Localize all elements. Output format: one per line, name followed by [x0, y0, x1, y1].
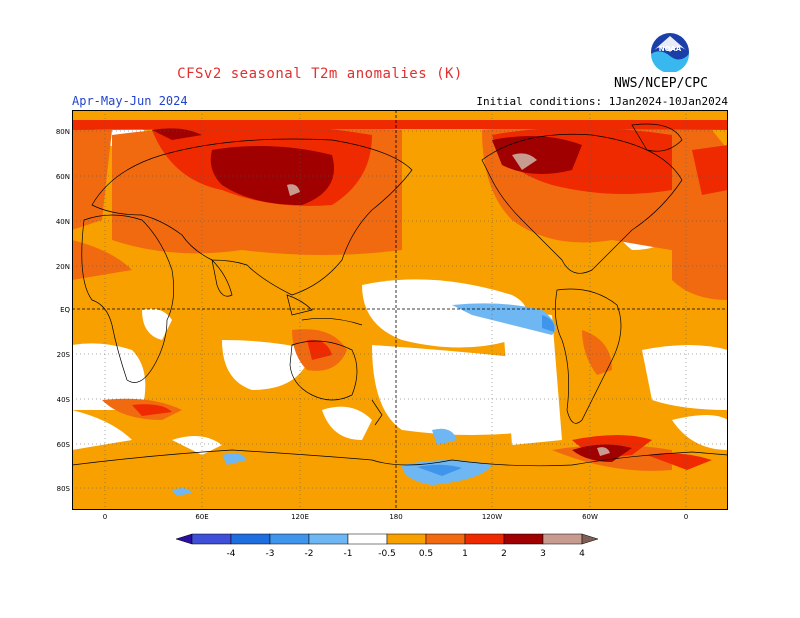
colorbar-label: -0.5	[378, 549, 396, 559]
colorbar-swatch	[308, 533, 349, 545]
lat-label-20s: 20S	[57, 351, 71, 359]
colorbar-swatch	[269, 533, 310, 545]
logo-text: NOAA	[659, 45, 682, 53]
latitude-axis: 80N 60N 40N 20N EQ 20S 40S 60S 80S	[56, 128, 71, 493]
colorbar-labels: -4 -3 -2 -1 -0.5 0.5 1 2 3 4	[227, 549, 586, 559]
colorbar-label: 0.5	[419, 549, 433, 559]
colorbar-swatch	[191, 533, 232, 545]
colorbar-swatch	[230, 533, 271, 545]
agency-label: NWS/NCEP/CPC	[614, 76, 708, 91]
colorbar-label: 3	[540, 549, 546, 559]
neutral-anomaly-regions	[72, 123, 728, 455]
colorbar-label: 4	[579, 549, 585, 559]
lat-label-60n: 60N	[56, 173, 70, 181]
equator-dateline	[72, 110, 728, 510]
colorbar-label: -3	[266, 549, 275, 559]
lon-label-120e: 120E	[291, 513, 309, 521]
colorbar-swatch	[425, 533, 466, 545]
lon-label-60e: 60E	[195, 513, 208, 521]
colorbar-swatch	[542, 533, 583, 545]
colorbar-swatches	[175, 533, 599, 545]
colorbar-swatch	[464, 533, 505, 545]
colorbar-label: 2	[501, 549, 507, 559]
colorbar-swatch	[347, 533, 388, 545]
lon-label-60w: 60W	[582, 513, 598, 521]
colorbar-label: 1	[462, 549, 468, 559]
warm-anomaly-regions-4plus	[287, 153, 610, 456]
noaa-logo-icon: NOAA	[651, 33, 689, 72]
lon-label-120w: 120W	[482, 513, 502, 521]
colorbar-label: -4	[227, 549, 236, 559]
lon-label-180: 180	[389, 513, 402, 521]
lat-label-60s: 60S	[57, 441, 71, 449]
lon-label-0-east: 0	[684, 513, 688, 521]
lat-label-80s: 80S	[57, 485, 71, 493]
cool-anomaly-core-regions	[417, 315, 555, 476]
colorbar-swatch	[386, 533, 427, 545]
colorbar-min-triangle	[175, 533, 193, 545]
season-label: Apr-May-Jun 2024	[72, 94, 188, 108]
lat-label-80n: 80N	[56, 128, 70, 136]
map-frame	[72, 110, 728, 510]
lat-label-eq: EQ	[60, 306, 70, 314]
map-title: CFSv2 seasonal T2m anomalies (K)	[177, 66, 463, 82]
graticule	[72, 110, 728, 510]
warm-anomaly-regions-3-4	[152, 128, 632, 462]
anomaly-map: 80N 60N 40N 20N EQ 20S 40S 60S 80S	[72, 110, 728, 510]
initial-conditions-label: Initial conditions: 1Jan2024-10Jan2024	[476, 95, 728, 108]
lat-label-20n: 20N	[56, 263, 70, 271]
colorbar-label: -1	[344, 549, 353, 559]
longitude-axis: 0 60E 120E 180 120W 60W 0	[103, 513, 688, 521]
colorbar-label: -2	[305, 549, 314, 559]
colorbar: -4 -3 -2 -1 -0.5 0.5 1 2 3 4	[175, 533, 599, 559]
lat-label-40s: 40S	[57, 396, 71, 404]
colorbar-swatch	[503, 533, 544, 545]
lat-label-40n: 40N	[56, 218, 70, 226]
colorbar-max-triangle	[581, 533, 599, 545]
lon-label-0: 0	[103, 513, 107, 521]
